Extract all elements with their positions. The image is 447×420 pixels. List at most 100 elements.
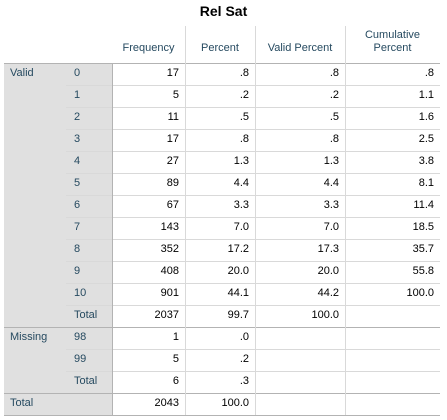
frequency-cell: 5 xyxy=(172,89,179,101)
divider xyxy=(4,63,440,64)
row-label: Total xyxy=(66,371,112,393)
divider xyxy=(345,26,346,415)
percent-cell: 1.3 xyxy=(233,155,249,167)
header-valid-percent: Valid Percent xyxy=(267,42,333,54)
percent-cell: .8 xyxy=(239,67,249,79)
percent-cell: 7.0 xyxy=(233,221,249,233)
cumulative-percent-cell: 2.5 xyxy=(418,133,434,145)
percent-cell: 44.1 xyxy=(227,287,249,299)
frequency-cell: 408 xyxy=(160,265,179,277)
group-label-valid: Valid xyxy=(4,63,66,327)
divider xyxy=(4,415,440,416)
header-frequency: Frequency xyxy=(122,42,175,54)
valid-percent-cell: .8 xyxy=(329,67,339,79)
divider xyxy=(185,26,186,415)
frequency-cell: 17 xyxy=(166,133,179,145)
valid-percent-cell: .5 xyxy=(329,111,339,123)
group-label-missing: Missing xyxy=(4,327,66,393)
valid-percent-cell xyxy=(255,327,345,349)
divider xyxy=(255,26,256,415)
divider xyxy=(66,129,440,130)
divider xyxy=(66,349,440,350)
divider xyxy=(66,85,440,86)
table-title: Rel Sat xyxy=(199,3,248,19)
cumulative-percent-cell: 11.4 xyxy=(413,199,434,211)
valid-percent-cell xyxy=(255,349,345,371)
cumulative-percent-cell: 1.6 xyxy=(418,111,434,123)
percent-cell: .2 xyxy=(239,353,249,365)
divider xyxy=(66,195,440,196)
row-label: 10 xyxy=(66,283,112,305)
percent-cell: .2 xyxy=(239,89,249,101)
divider xyxy=(112,63,113,415)
row-label: 0 xyxy=(66,63,112,85)
percent-cell: .0 xyxy=(239,331,249,343)
frequency-cell: 2043 xyxy=(154,397,179,409)
valid-percent-cell: 4.4 xyxy=(323,177,339,189)
percent-cell: .8 xyxy=(239,133,249,145)
percent-cell: .5 xyxy=(239,111,249,123)
header-percent: Percent xyxy=(201,42,239,54)
frequency-cell: 17 xyxy=(166,67,179,79)
cumulative-percent-cell xyxy=(345,327,440,349)
frequency-cell: 2037 xyxy=(154,309,179,321)
cumulative-percent-cell xyxy=(345,371,440,393)
row-label: 8 xyxy=(66,239,112,261)
row-label: 2 xyxy=(66,107,112,129)
row-label: 3 xyxy=(66,129,112,151)
percent-cell: 3.3 xyxy=(233,199,249,211)
percent-cell: 20.0 xyxy=(227,265,249,277)
divider xyxy=(66,107,440,108)
cumulative-percent-cell xyxy=(345,305,440,327)
divider xyxy=(66,151,440,152)
frequency-cell: 11 xyxy=(167,111,179,123)
divider xyxy=(66,371,440,372)
row-label: 99 xyxy=(66,349,112,371)
frequency-cell: 901 xyxy=(160,287,179,299)
row-label: 7 xyxy=(66,217,112,239)
valid-percent-cell: 17.3 xyxy=(317,243,339,255)
divider xyxy=(66,173,440,174)
divider xyxy=(66,283,440,284)
cumulative-percent-cell: 55.8 xyxy=(412,265,434,277)
valid-percent-cell: 1.3 xyxy=(323,155,339,167)
frequency-cell: 143 xyxy=(160,221,179,233)
cumulative-percent-cell: 1.1 xyxy=(418,89,434,101)
valid-percent-cell: .8 xyxy=(329,133,339,145)
row-label: 6 xyxy=(66,195,112,217)
frequency-cell: 352 xyxy=(160,243,179,255)
valid-percent-cell: 20.0 xyxy=(317,265,339,277)
frequency-cell: 89 xyxy=(166,177,179,189)
group-label-grand-total: Total xyxy=(4,393,112,415)
frequency-cell: 1 xyxy=(172,331,179,343)
cumulative-percent-cell: 100.0 xyxy=(406,287,434,299)
row-label: 5 xyxy=(66,173,112,195)
divider xyxy=(66,305,440,306)
divider xyxy=(4,327,440,328)
row-label: 98 xyxy=(66,327,112,349)
row-label: Total xyxy=(66,305,112,327)
percent-cell: .3 xyxy=(239,375,249,387)
frequency-cell: 27 xyxy=(166,155,179,167)
frequency-cell: 67 xyxy=(166,199,179,211)
percent-cell: 99.7 xyxy=(227,309,249,321)
divider xyxy=(66,217,440,218)
cumulative-percent-cell xyxy=(345,393,440,415)
cumulative-percent-cell xyxy=(345,349,440,371)
valid-percent-cell: 7.0 xyxy=(323,221,339,233)
divider xyxy=(66,261,440,262)
cumulative-percent-cell: 35.7 xyxy=(412,243,434,255)
valid-percent-cell: 100.0 xyxy=(311,309,339,321)
valid-percent-cell: 44.2 xyxy=(317,287,339,299)
row-label: 9 xyxy=(66,261,112,283)
row-label: 1 xyxy=(66,85,112,107)
valid-percent-cell: 3.3 xyxy=(323,199,339,211)
valid-percent-cell xyxy=(255,371,345,393)
percent-cell: 4.4 xyxy=(233,177,249,189)
divider xyxy=(66,239,440,240)
valid-percent-cell xyxy=(255,393,345,415)
cumulative-percent-cell: 8.1 xyxy=(418,177,434,189)
percent-cell: 100.0 xyxy=(221,397,249,409)
percent-cell: 17.2 xyxy=(227,243,249,255)
header-cumulative-percent: Cumulative Percent xyxy=(364,29,421,54)
